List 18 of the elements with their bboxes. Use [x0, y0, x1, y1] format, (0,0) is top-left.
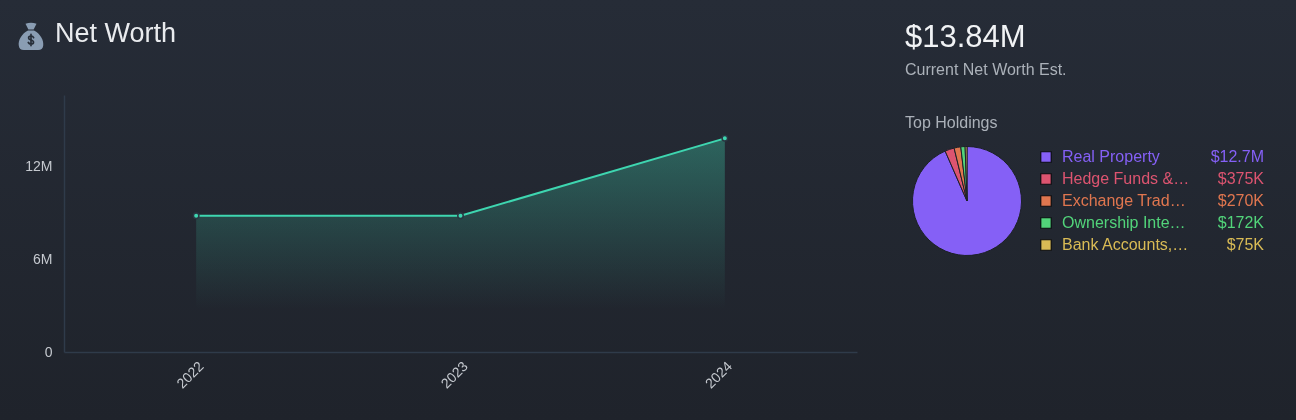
data-label: $375K: [1217, 170, 1265, 187]
text: $13.84M: [905, 19, 1026, 54]
legend-label: Exchange Trad…: [1062, 192, 1186, 209]
legend-label: Ownership Inte…: [1062, 214, 1186, 231]
legend-label: Bank Accounts,…: [1062, 236, 1189, 253]
pie-slice: [912, 146, 1022, 256]
data-label: $75K: [1226, 236, 1265, 253]
y-tick-label: 12M: [25, 157, 53, 174]
text: Current Net Worth Est.: [905, 61, 1067, 78]
chart-title: Top Holdings: [905, 113, 998, 131]
y-tick-label: 0: [44, 343, 53, 360]
data-label: $12.7M: [1210, 148, 1264, 165]
legend-label: Real Property: [1062, 148, 1160, 165]
data-label: $270K: [1217, 192, 1265, 209]
y-tick-label: 6M: [33, 250, 53, 267]
legend-label: Hedge Funds &…: [1062, 170, 1190, 187]
data-label: $172K: [1217, 214, 1265, 231]
chart-title: Net Worth: [55, 18, 177, 48]
